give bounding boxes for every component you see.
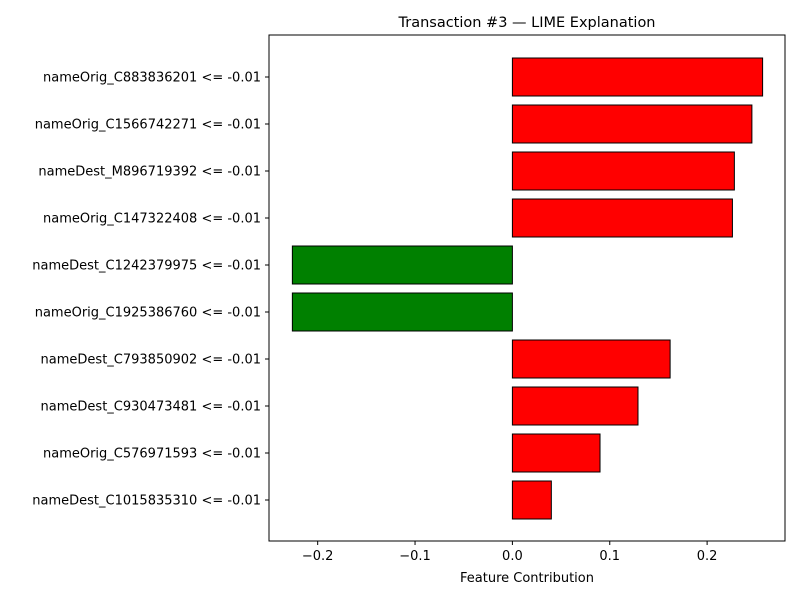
y-tick-label-7: nameDest_C930473481 <= -0.01 xyxy=(41,400,261,415)
x-tick-label-3: 0.1 xyxy=(599,549,620,564)
bar-3 xyxy=(511,198,733,238)
bar-5 xyxy=(291,292,513,332)
bar-6 xyxy=(511,339,671,379)
bar-4 xyxy=(291,245,513,285)
bar-8 xyxy=(511,433,601,473)
y-tick-label-5: nameOrig_C1925386760 <= -0.01 xyxy=(35,306,261,321)
bars-group xyxy=(291,57,764,520)
chart-title: Transaction #3 — LIME Explanation xyxy=(398,15,656,31)
y-tick-label-6: nameDest_C793850902 <= -0.01 xyxy=(41,353,261,368)
x-tick-label-0: −0.2 xyxy=(302,549,334,564)
x-axis-label: Feature Contribution xyxy=(460,571,594,586)
x-ticks: −0.2 −0.1 0.0 0.1 0.2 xyxy=(302,541,718,564)
y-tick-label-8: nameOrig_C576971593 <= -0.01 xyxy=(43,447,261,462)
y-tick-label-0: nameOrig_C883836201 <= -0.01 xyxy=(43,71,261,86)
x-tick-label-2: 0.0 xyxy=(502,549,523,564)
y-tick-label-3: nameOrig_C147322408 <= -0.01 xyxy=(43,212,261,227)
y-tick-label-4: nameDest_C1242379975 <= -0.01 xyxy=(32,259,261,274)
y-tick-labels: nameOrig_C883836201 <= -0.01 nameOrig_C15… xyxy=(32,71,269,509)
bar-0 xyxy=(511,57,764,97)
plot-frame xyxy=(268,34,786,542)
x-tick-label-1: −0.1 xyxy=(399,549,431,564)
y-tick-label-2: nameDest_M896719392 <= -0.01 xyxy=(38,165,261,180)
bar-2 xyxy=(511,151,735,191)
y-tick-label-1: nameOrig_C1566742271 <= -0.01 xyxy=(35,118,261,133)
x-tick-label-4: 0.2 xyxy=(697,549,718,564)
bar-1 xyxy=(511,104,753,144)
bar-7 xyxy=(511,386,639,426)
bar-9 xyxy=(511,480,552,520)
y-tick-label-9: nameDest_C1015835310 <= -0.01 xyxy=(32,494,261,509)
